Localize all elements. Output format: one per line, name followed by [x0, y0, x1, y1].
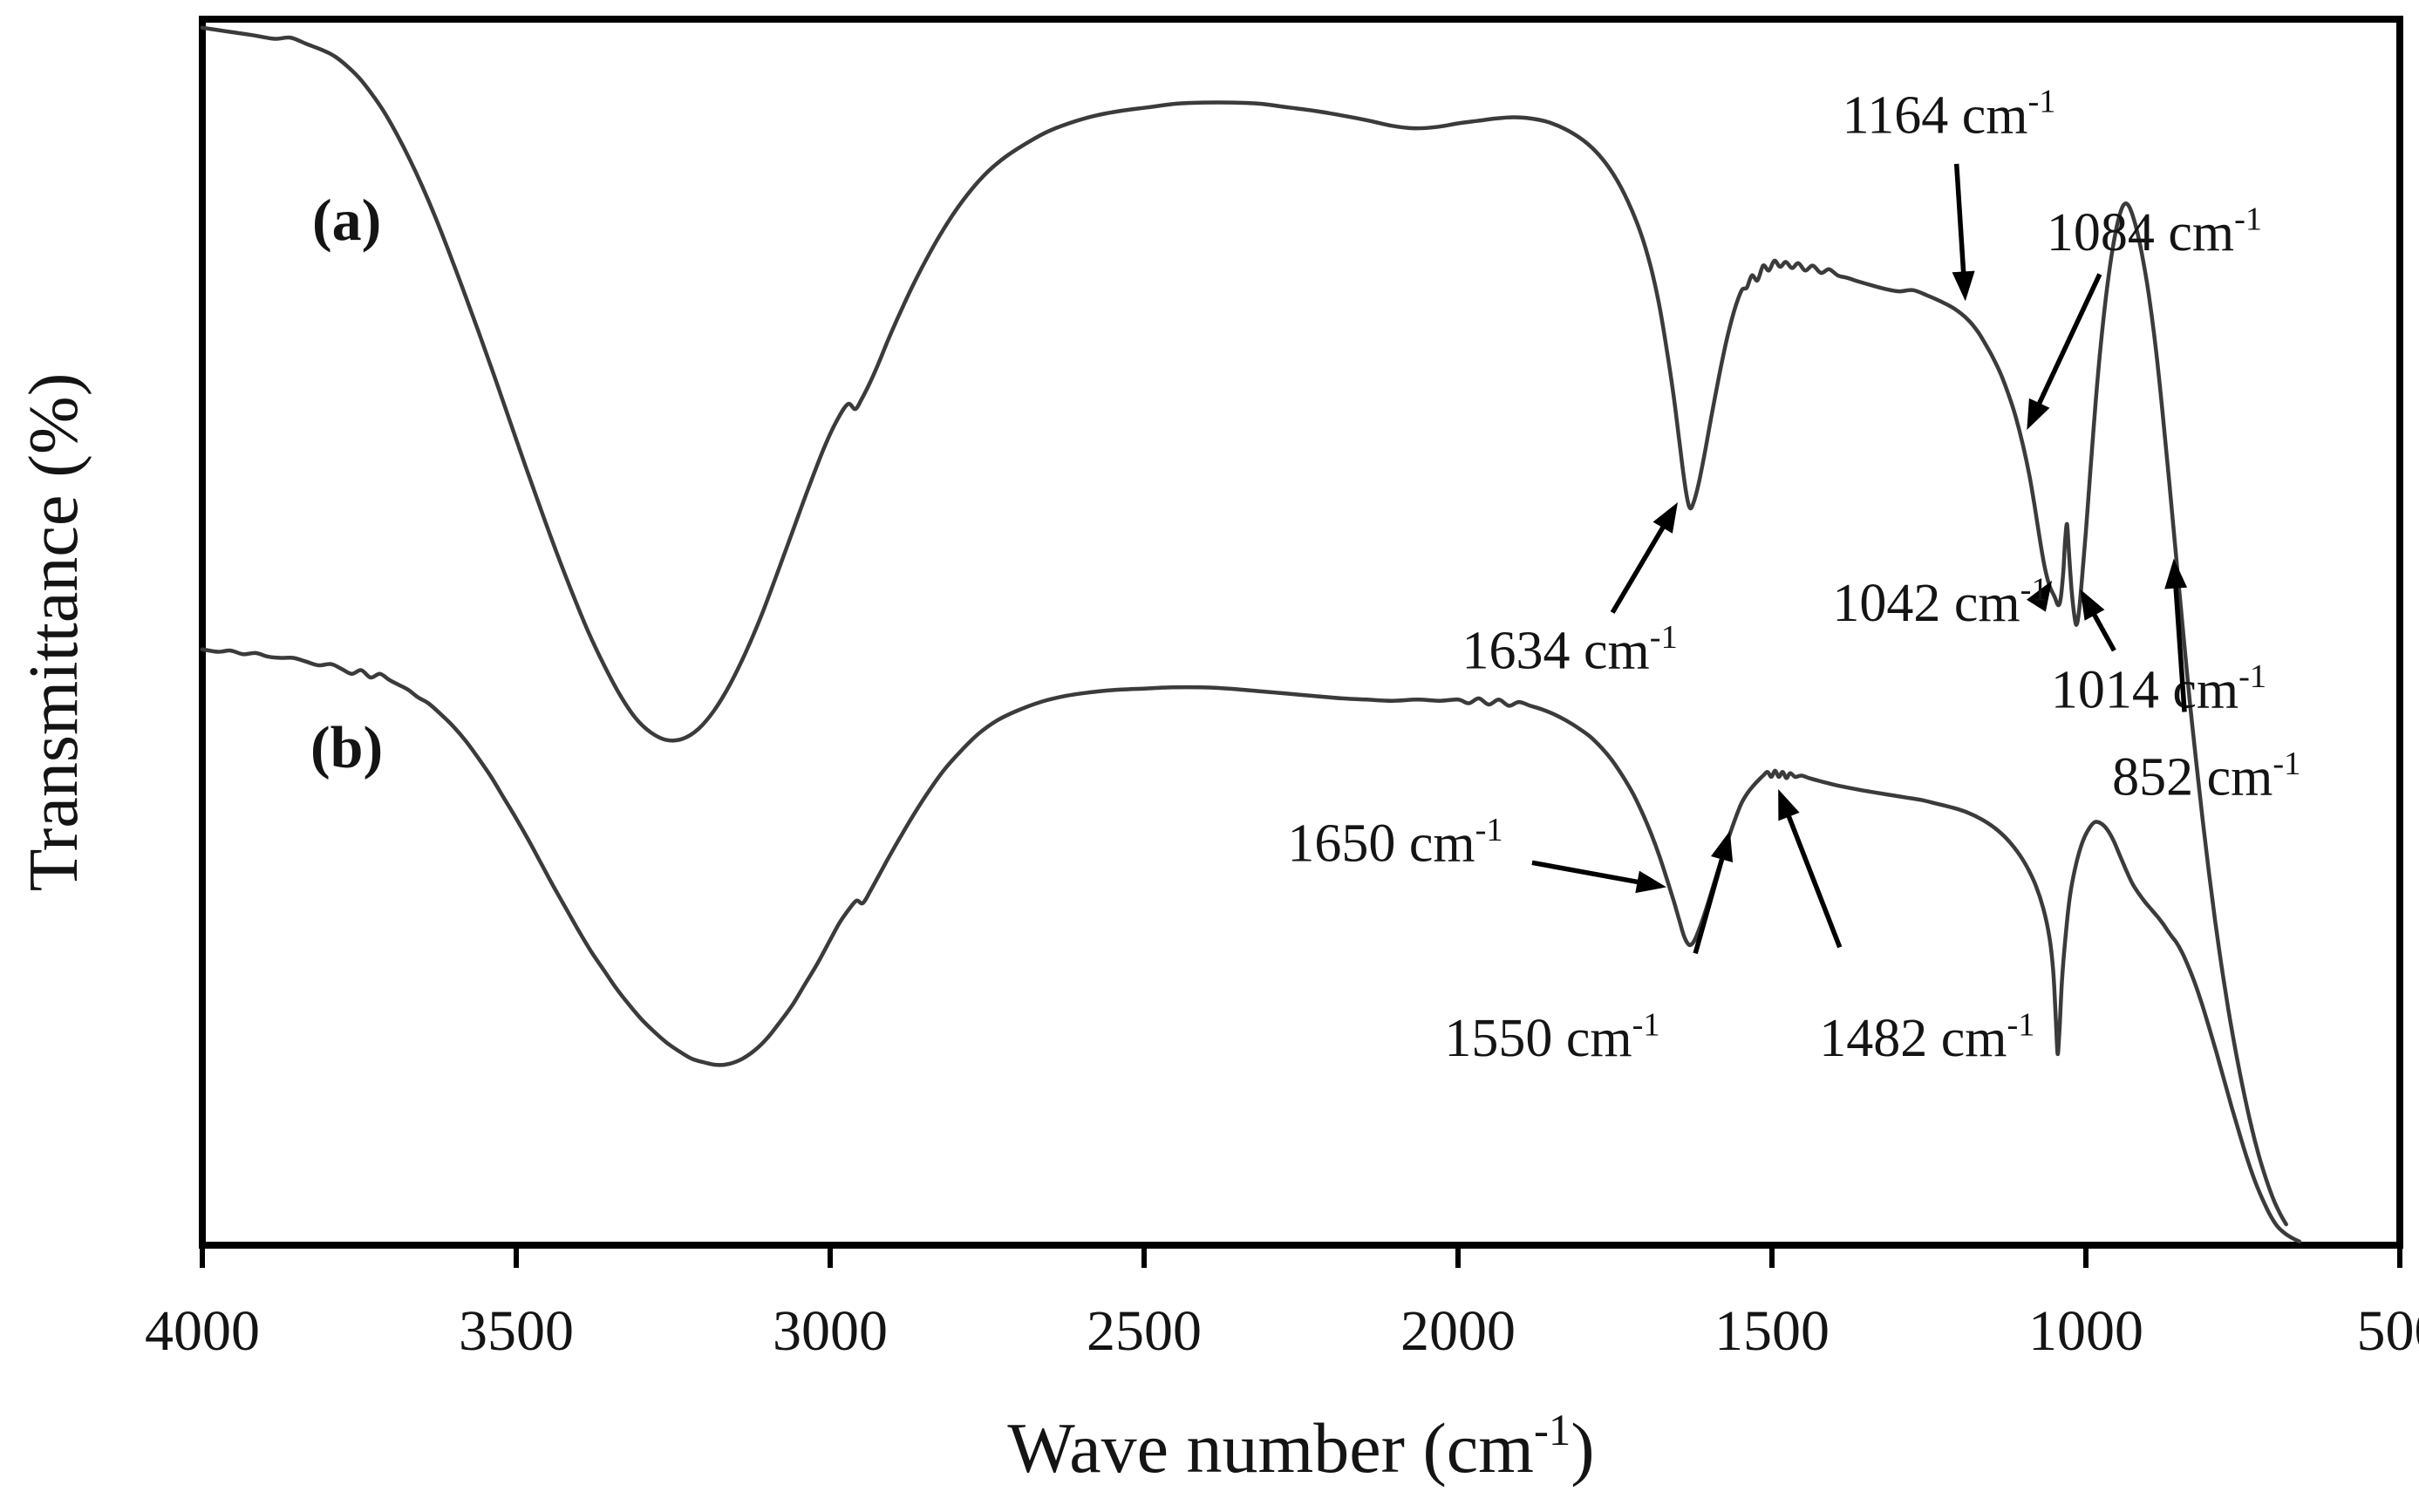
annotation-arrowhead — [2164, 558, 2188, 589]
spectrum-curve-b — [200, 647, 2302, 1244]
x-axis-title: Wave number (cm-1) — [1007, 1406, 1594, 1488]
x-tick-label: 3500 — [459, 1299, 574, 1363]
x-tick-label: 1500 — [1714, 1299, 1830, 1363]
spectrum-curve-a — [200, 25, 2288, 1227]
x-tick-label: 2500 — [1087, 1299, 1202, 1363]
annotation-label: 1164 cm-1 — [1843, 84, 2056, 146]
x-tick-label: 1000 — [2028, 1299, 2143, 1363]
annotation-arrow-line — [1953, 163, 1967, 284]
annotation-label: 1550 cm-1 — [1444, 1006, 1659, 1068]
annotation-arrow-line — [1610, 516, 1671, 614]
annotation-label: 1014 cm-1 — [2051, 658, 2266, 720]
plot-frame — [199, 16, 2403, 1249]
y-axis-title: Transmittance (%) — [16, 373, 92, 892]
annotation-arrowhead — [1711, 830, 1734, 862]
annotation-arrowhead — [2027, 580, 2053, 612]
series-label-b: (b) — [310, 714, 383, 780]
annotation-arrow-line — [1782, 804, 1843, 949]
annotation-label: 1482 cm-1 — [1819, 1006, 2034, 1068]
x-tick-label: 3000 — [773, 1299, 888, 1363]
annotation-arrowhead — [1952, 270, 1975, 302]
annotation-label: 1634 cm-1 — [1462, 619, 1678, 681]
annotation-label: 852 cm-1 — [2112, 746, 2300, 807]
annotation-label: 1084 cm-1 — [2047, 201, 2262, 263]
annotation-label: 1650 cm-1 — [1287, 812, 1503, 874]
annotation-arrow-line — [2172, 576, 2187, 712]
annotation-arrow-line — [1531, 860, 1650, 887]
annotation-arrow-line — [2032, 273, 2102, 415]
x-tick-label: 4000 — [145, 1299, 260, 1363]
x-tick-label: 2000 — [1400, 1299, 1516, 1363]
annotation-arrowhead — [2080, 589, 2105, 621]
annotation-arrowhead — [1778, 789, 1800, 821]
annotation-arrowhead — [2027, 398, 2050, 430]
annotation-arrowhead — [1652, 502, 1678, 534]
annotation-arrow-line — [1693, 847, 1727, 955]
series-label-a: (a) — [312, 187, 381, 253]
annotation-label: 1042 cm-1 — [1832, 571, 2048, 633]
annotation-arrowhead — [1635, 870, 1666, 894]
x-tick-label: 500 — [2357, 1299, 2419, 1363]
